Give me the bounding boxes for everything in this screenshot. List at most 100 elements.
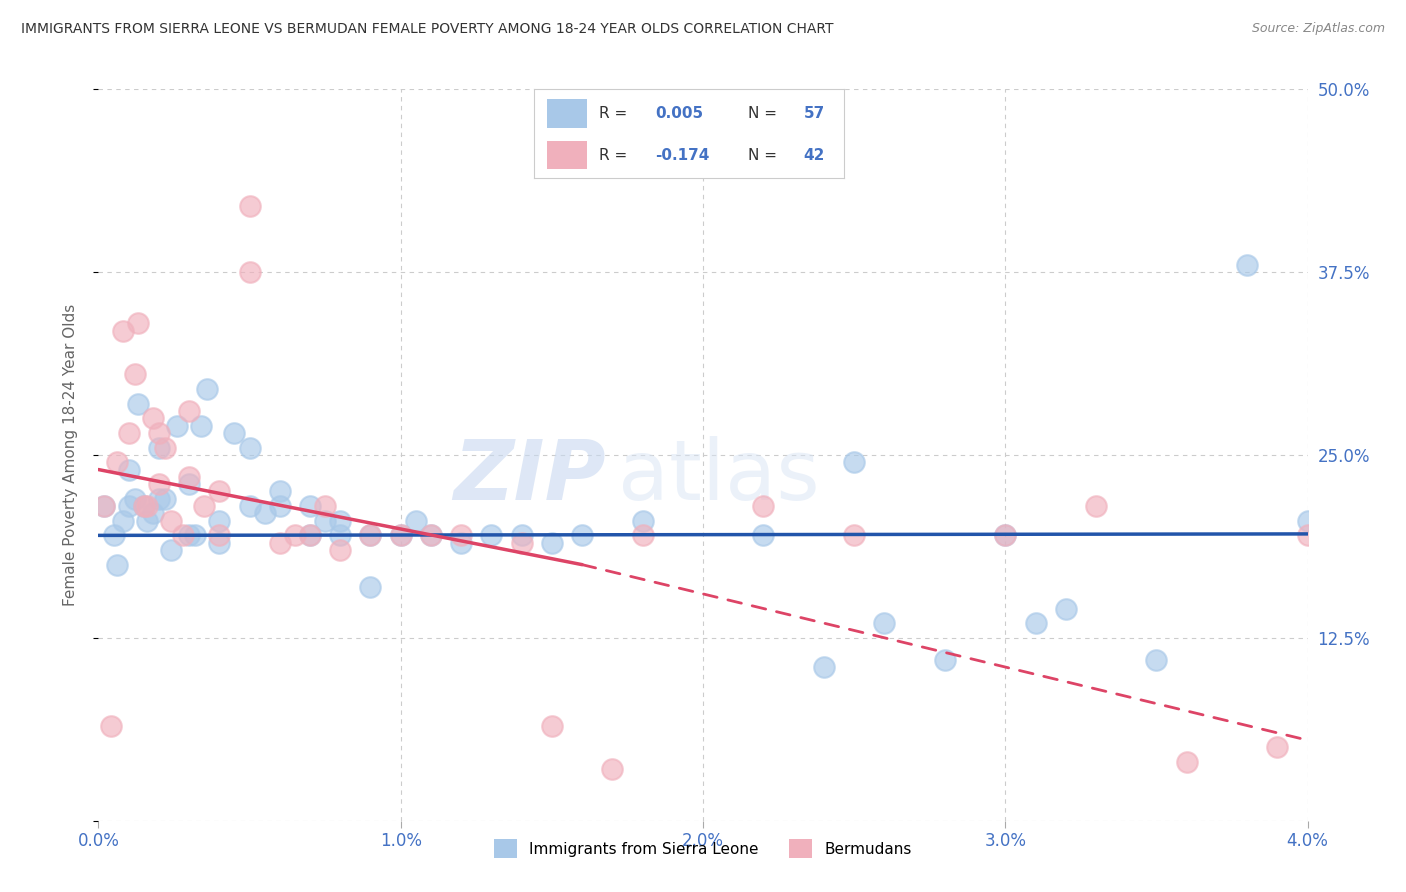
Point [1296, 514, 1319, 528]
Point [1296, 528, 1319, 542]
Text: 42: 42 [803, 148, 825, 162]
Point [224, 425, 246, 440]
Point [540, 535, 562, 549]
Point [118, 425, 141, 440]
Text: 57: 57 [803, 106, 825, 120]
Point [148, 425, 170, 440]
Point [994, 528, 1017, 542]
Point [1054, 601, 1077, 615]
Point [124, 368, 146, 382]
Point [269, 484, 291, 499]
Point [195, 382, 218, 396]
Point [450, 528, 472, 542]
Point [481, 528, 503, 542]
Point [1025, 616, 1047, 631]
Text: ZIP: ZIP [454, 436, 606, 517]
Point [752, 499, 775, 513]
Point [329, 514, 352, 528]
Point [253, 507, 276, 521]
Point [239, 499, 262, 513]
Point [360, 580, 382, 594]
Point [239, 199, 262, 213]
Point [844, 528, 866, 542]
Point [172, 528, 194, 542]
Point [148, 441, 170, 455]
Point [450, 535, 472, 549]
Point [314, 514, 336, 528]
Point [127, 397, 149, 411]
Bar [547, 99, 586, 128]
Point [284, 528, 307, 542]
Point [360, 528, 382, 542]
Point [142, 507, 165, 521]
Point [132, 499, 155, 513]
Point [100, 718, 122, 732]
Point [179, 470, 201, 484]
Point [208, 535, 231, 549]
Point [1236, 258, 1258, 272]
Point [1146, 653, 1168, 667]
Point [153, 491, 176, 506]
Point [1085, 499, 1108, 513]
Point [118, 499, 141, 513]
Point [299, 528, 322, 542]
Y-axis label: Female Poverty Among 18-24 Year Olds: Female Poverty Among 18-24 Year Olds [63, 304, 77, 606]
Point [239, 265, 262, 279]
Point [105, 558, 128, 572]
Point [405, 514, 427, 528]
Point [160, 543, 183, 558]
Text: N =: N = [748, 106, 782, 120]
Text: Source: ZipAtlas.com: Source: ZipAtlas.com [1251, 22, 1385, 36]
Point [208, 528, 231, 542]
Point [329, 528, 352, 542]
Text: 0.005: 0.005 [655, 106, 703, 120]
Point [111, 514, 134, 528]
Point [111, 324, 134, 338]
Point [389, 528, 412, 542]
Point [844, 455, 866, 469]
Point [329, 543, 352, 558]
Point [124, 491, 146, 506]
Point [208, 484, 231, 499]
Text: R =: R = [599, 148, 633, 162]
Point [135, 499, 157, 513]
Legend: Immigrants from Sierra Leone, Bermudans: Immigrants from Sierra Leone, Bermudans [488, 833, 918, 864]
Point [142, 411, 165, 425]
Point [813, 660, 835, 674]
Point [179, 477, 201, 491]
Point [540, 718, 562, 732]
Point [299, 499, 322, 513]
Point [1267, 740, 1289, 755]
Point [510, 535, 533, 549]
Point [135, 514, 157, 528]
Text: IMMIGRANTS FROM SIERRA LEONE VS BERMUDAN FEMALE POVERTY AMONG 18-24 YEAR OLDS CO: IMMIGRANTS FROM SIERRA LEONE VS BERMUDAN… [21, 22, 834, 37]
Point [389, 528, 412, 542]
Point [631, 528, 654, 542]
Point [190, 418, 212, 433]
Point [420, 528, 443, 542]
Point [314, 499, 336, 513]
Point [571, 528, 593, 542]
Point [179, 404, 201, 418]
Point [208, 514, 231, 528]
Point [239, 441, 262, 455]
Point [752, 528, 775, 542]
Point [994, 528, 1017, 542]
Point [148, 491, 170, 506]
Point [153, 441, 176, 455]
Point [118, 462, 141, 476]
Point [420, 528, 443, 542]
Point [269, 499, 291, 513]
Text: atlas: atlas [619, 436, 820, 517]
Point [93, 499, 115, 513]
Point [602, 763, 624, 777]
Point [103, 528, 125, 542]
Point [631, 514, 654, 528]
Point [93, 499, 115, 513]
Point [132, 499, 155, 513]
Point [160, 514, 183, 528]
Point [193, 499, 215, 513]
Point [127, 316, 149, 330]
Point [360, 528, 382, 542]
Bar [547, 141, 586, 169]
